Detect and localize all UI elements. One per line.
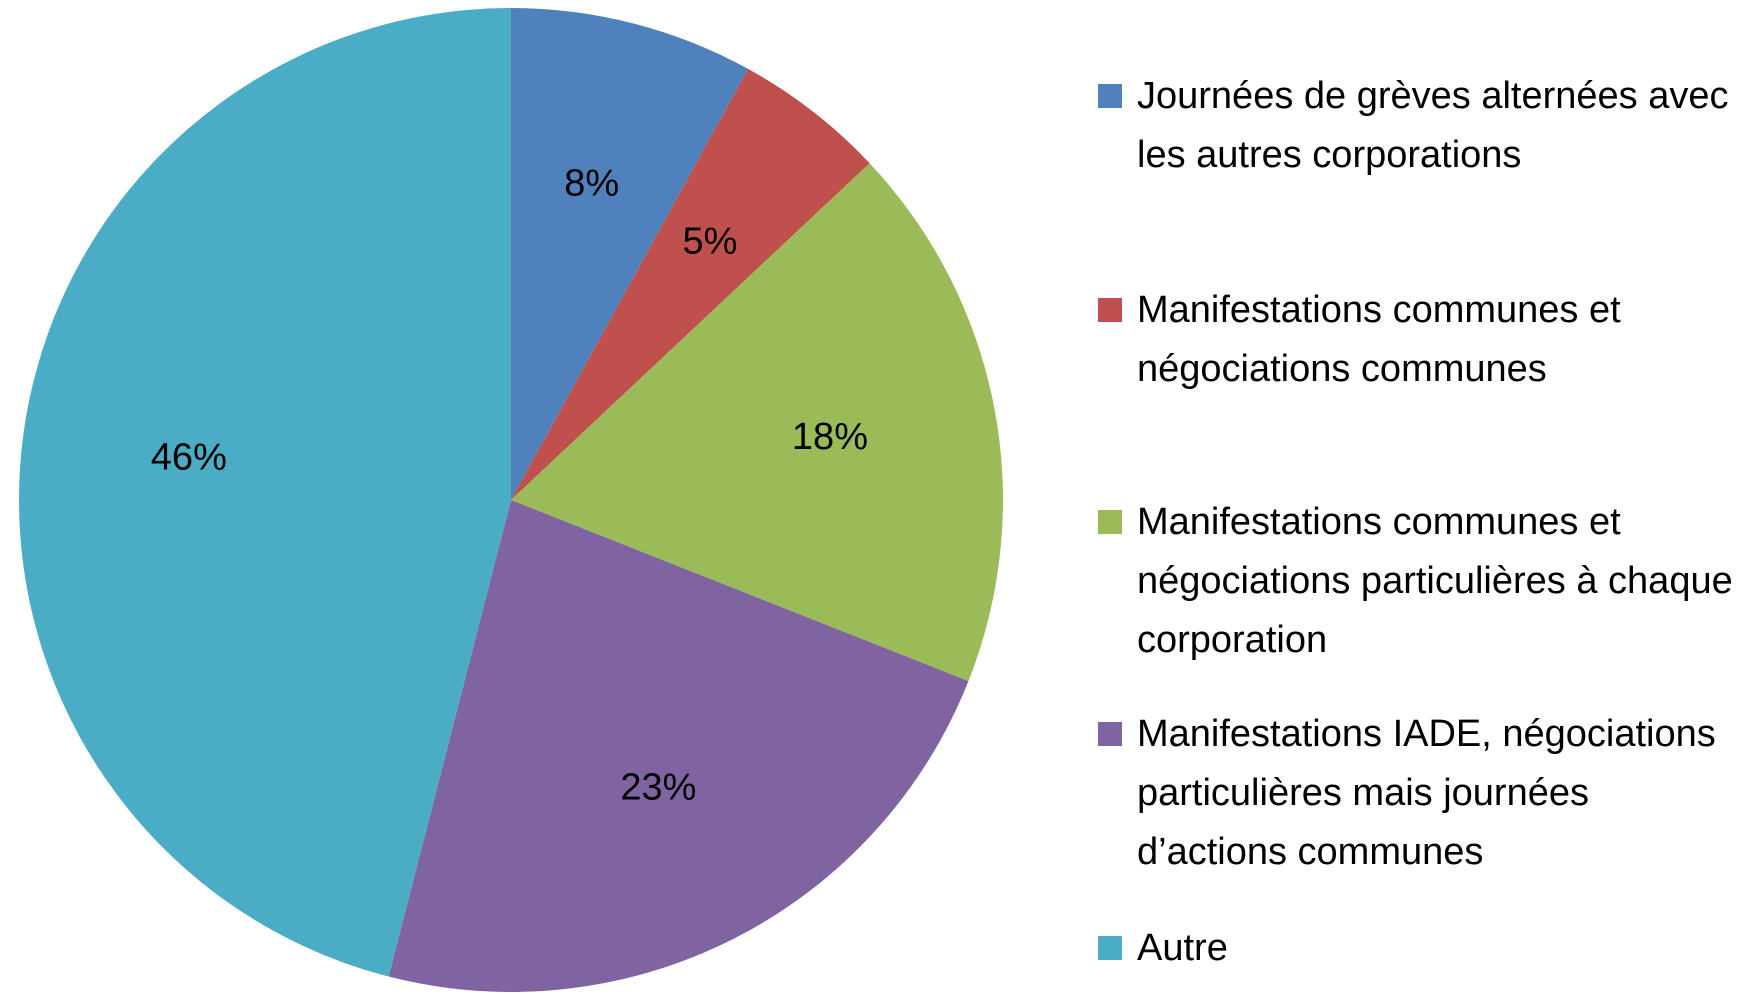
data-label: 5%	[683, 220, 738, 262]
pie-slice	[511, 68, 870, 500]
pie-slice	[388, 500, 969, 992]
pie-slice	[19, 8, 512, 977]
data-label: 8%	[564, 163, 619, 205]
pie-slice	[511, 163, 1004, 682]
legend-swatch	[1098, 510, 1122, 534]
legend-label: Autre	[1137, 927, 1228, 969]
legend-swatch	[1098, 722, 1122, 746]
legend-swatch	[1098, 936, 1122, 960]
legend-label: Manifestations IADE, négociations partic…	[1137, 713, 1716, 873]
legend-label: Journées de grèves alternées avec les au…	[1137, 75, 1729, 176]
data-label: 46%	[151, 436, 227, 478]
data-label: 23%	[620, 766, 696, 808]
pie-slice	[511, 8, 749, 500]
data-label: 18%	[792, 416, 868, 458]
legend-label: Manifestations communes et négociations …	[1137, 289, 1621, 390]
legend-label: Manifestations communes et négociations …	[1137, 501, 1733, 661]
legend-swatch	[1098, 84, 1122, 108]
legend-swatch	[1098, 298, 1122, 322]
